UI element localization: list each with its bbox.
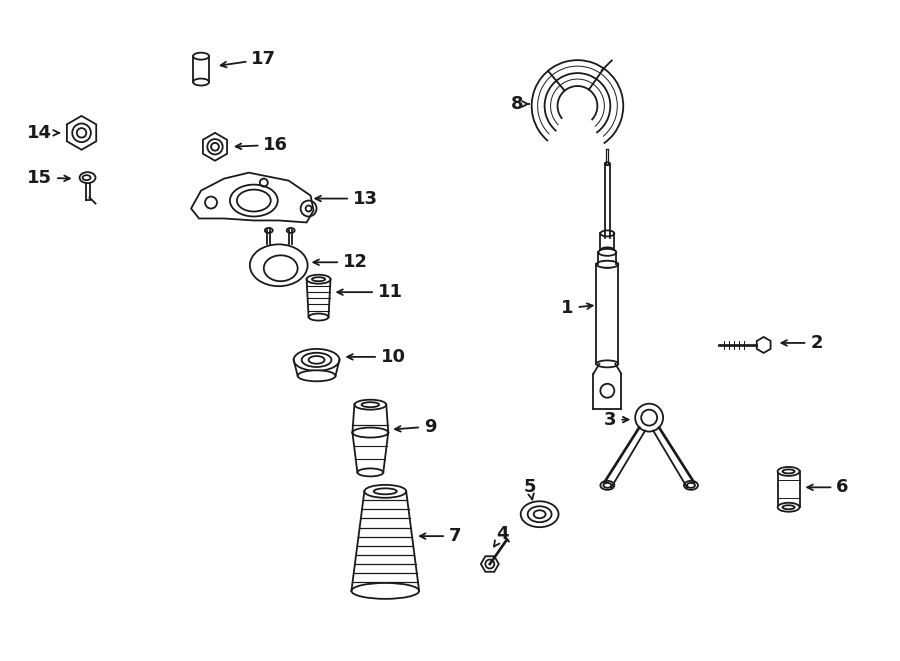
Text: 9: 9 xyxy=(395,418,436,436)
Ellipse shape xyxy=(778,503,799,512)
Ellipse shape xyxy=(597,360,618,368)
Text: 4: 4 xyxy=(494,525,509,547)
Ellipse shape xyxy=(778,467,799,476)
Polygon shape xyxy=(757,337,770,353)
Text: 1: 1 xyxy=(562,299,592,317)
Ellipse shape xyxy=(250,245,308,286)
Text: 7: 7 xyxy=(420,527,461,545)
Ellipse shape xyxy=(79,172,95,183)
Ellipse shape xyxy=(364,485,406,498)
Ellipse shape xyxy=(194,53,209,59)
Ellipse shape xyxy=(600,231,615,237)
Polygon shape xyxy=(191,173,313,223)
Ellipse shape xyxy=(287,228,294,233)
Ellipse shape xyxy=(194,79,209,85)
Text: 14: 14 xyxy=(27,124,59,142)
Ellipse shape xyxy=(598,261,616,268)
Bar xyxy=(778,471,799,507)
Text: 3: 3 xyxy=(604,410,628,428)
Text: 11: 11 xyxy=(338,283,403,301)
Text: 13: 13 xyxy=(315,190,378,208)
Ellipse shape xyxy=(684,481,698,490)
Ellipse shape xyxy=(521,501,559,527)
Text: 6: 6 xyxy=(807,479,849,496)
Text: 2: 2 xyxy=(781,334,823,352)
Ellipse shape xyxy=(597,261,618,268)
Polygon shape xyxy=(481,557,499,572)
Text: 12: 12 xyxy=(313,253,368,271)
Ellipse shape xyxy=(298,370,336,381)
Text: 16: 16 xyxy=(236,136,288,154)
Ellipse shape xyxy=(357,469,383,477)
Text: 15: 15 xyxy=(27,169,70,186)
Ellipse shape xyxy=(309,313,328,321)
Bar xyxy=(194,56,209,82)
Ellipse shape xyxy=(355,400,386,410)
Text: 10: 10 xyxy=(347,348,406,366)
Polygon shape xyxy=(67,116,96,150)
Ellipse shape xyxy=(600,481,615,490)
Ellipse shape xyxy=(605,162,610,165)
Text: 17: 17 xyxy=(220,50,276,68)
Ellipse shape xyxy=(307,275,330,284)
Text: 5: 5 xyxy=(524,479,536,500)
Ellipse shape xyxy=(598,249,616,256)
Ellipse shape xyxy=(351,583,419,599)
Ellipse shape xyxy=(293,349,339,371)
Ellipse shape xyxy=(353,428,388,438)
Ellipse shape xyxy=(600,247,615,253)
Text: 8: 8 xyxy=(510,95,528,113)
Polygon shape xyxy=(202,133,227,161)
Ellipse shape xyxy=(265,228,273,233)
